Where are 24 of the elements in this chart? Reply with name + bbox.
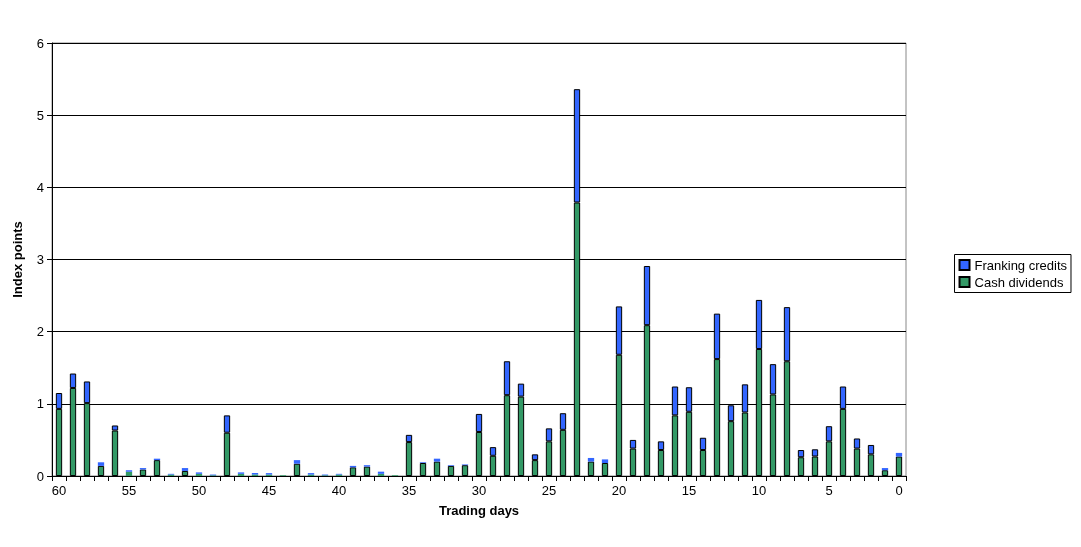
x-tick-label: 30 — [471, 483, 487, 498]
x-tick-label: 0 — [895, 483, 903, 498]
x-tick-label: 60 — [51, 483, 67, 498]
x-axis-title: Trading days — [438, 503, 520, 518]
y-tick-label: 4 — [36, 179, 44, 195]
y-tick-label: 0 — [36, 468, 44, 484]
x-tick-label: 40 — [331, 483, 347, 498]
x-tick-label: 10 — [751, 483, 767, 498]
y-tick-label: 1 — [36, 396, 44, 412]
x-tick-label: 50 — [191, 483, 207, 498]
y-tick-label: 3 — [36, 252, 44, 267]
x-tick-label: 35 — [401, 483, 417, 498]
legend-label: Cash dividends — [974, 274, 1064, 290]
x-tick-label: 45 — [261, 483, 277, 498]
y-tick-label: 2 — [36, 324, 44, 340]
x-tick-label: 5 — [825, 483, 833, 498]
x-tick-label: 15 — [681, 483, 697, 498]
legend-label: Franking credits — [974, 257, 1068, 273]
x-tick-label: 25 — [541, 483, 557, 498]
y-tick-label: 5 — [36, 107, 44, 123]
y-tick-label: 6 — [36, 35, 44, 51]
y-axis-title: Index points — [10, 221, 25, 298]
x-tick-label: 20 — [611, 483, 627, 498]
x-tick-label: 55 — [121, 483, 137, 498]
